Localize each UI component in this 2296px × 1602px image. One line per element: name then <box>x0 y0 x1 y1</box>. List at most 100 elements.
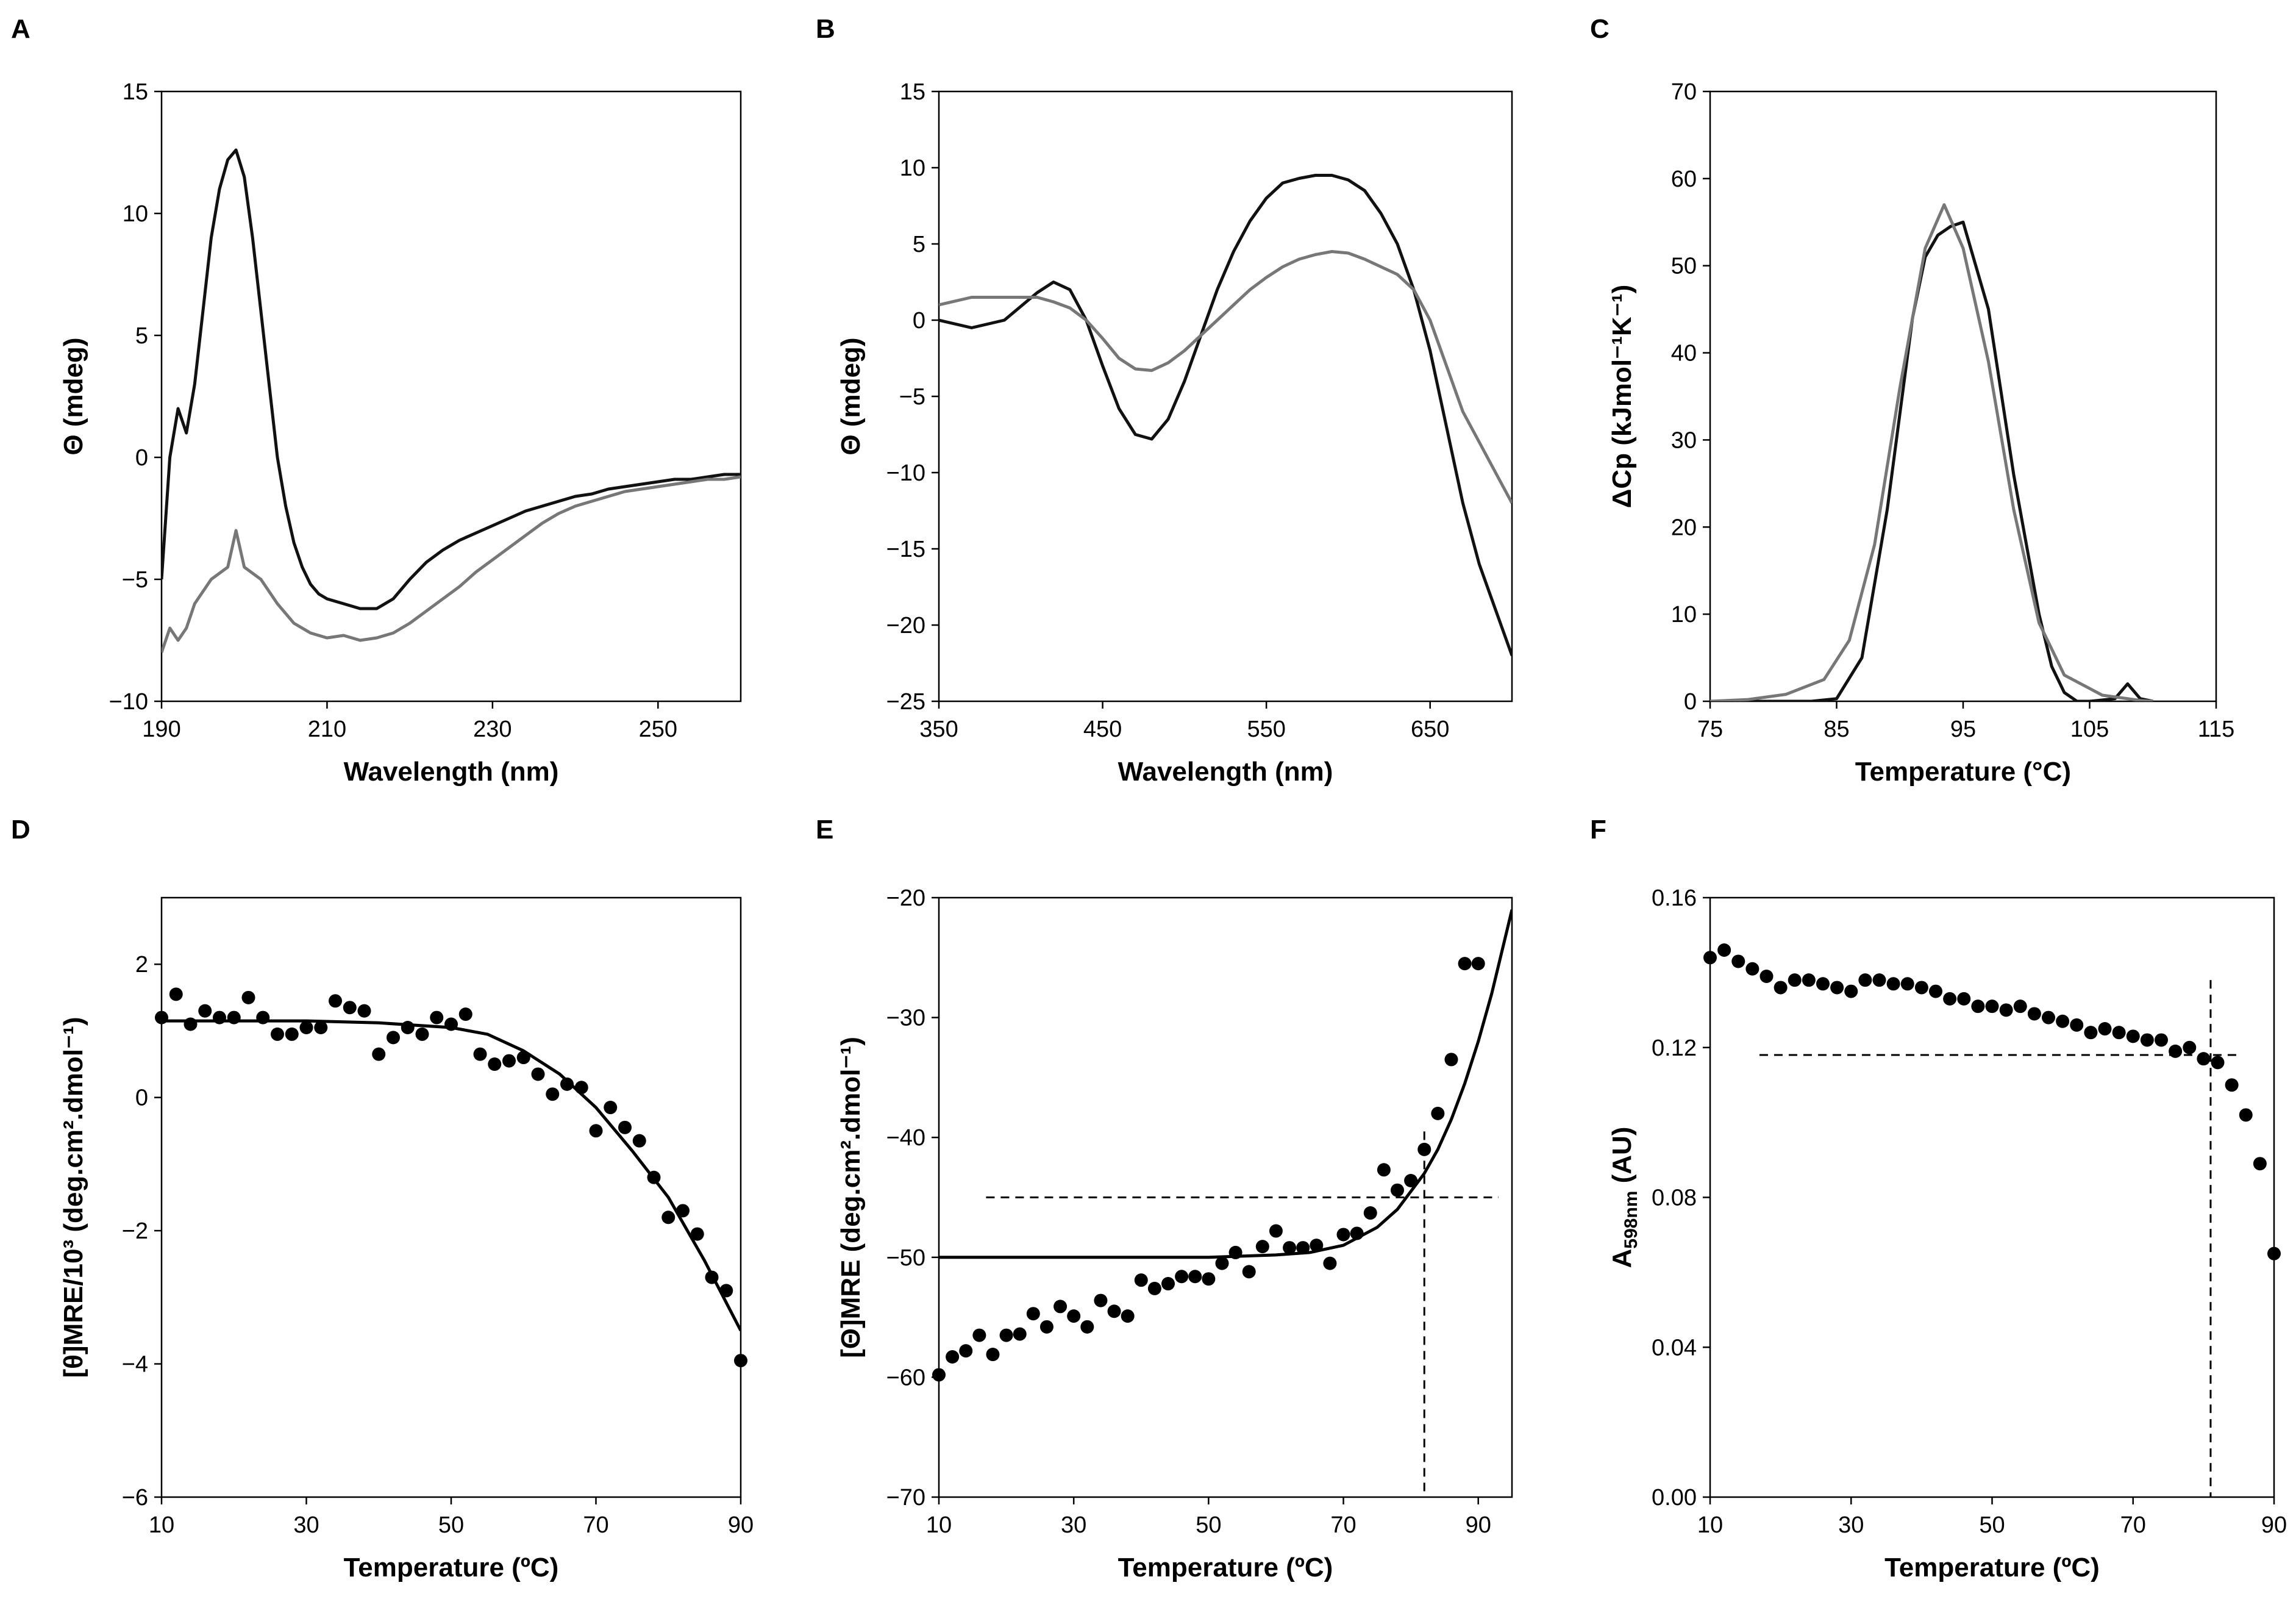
data-point <box>1872 973 1886 987</box>
y-tick-label: 10 <box>1671 602 1697 628</box>
data-point <box>1296 1241 1310 1255</box>
plot-frame <box>160 90 742 703</box>
panel-letter-f: F <box>1590 815 1606 845</box>
x-tick-label: 75 <box>1697 717 1723 742</box>
data-point <box>155 1010 168 1024</box>
data-point <box>1404 1173 1418 1187</box>
data-point <box>1363 1206 1377 1220</box>
plot-frame <box>1709 896 2275 1498</box>
plot-frame <box>938 896 1513 1498</box>
data-point <box>2155 1033 2168 1047</box>
data-point <box>2169 1044 2183 1058</box>
data-point <box>285 1027 299 1041</box>
x-tick-label: 95 <box>1950 717 1976 742</box>
data-point <box>932 1368 946 1382</box>
x-tick-label: 50 <box>1979 1512 2005 1538</box>
data-point <box>1350 1226 1364 1240</box>
data-point <box>1886 977 1900 991</box>
y-tick-label: −10 <box>109 689 148 715</box>
panel-letter-b: B <box>816 14 835 44</box>
y-axis-title-main: A <box>1607 1249 1637 1268</box>
y-axis-title-sub: 598nm <box>1621 1191 1641 1249</box>
data-point <box>1161 1277 1175 1291</box>
y-tick-label: −5 <box>899 384 925 410</box>
data-point <box>1816 977 1830 991</box>
series-line <box>162 148 741 610</box>
y-tick-label: −2 <box>122 1218 148 1244</box>
y-tick-label: 0 <box>135 445 148 471</box>
data-point <box>2126 1029 2140 1043</box>
y-tick-label: 0 <box>135 1085 148 1111</box>
data-point <box>299 1020 313 1034</box>
y-tick-label: −20 <box>886 885 925 911</box>
data-point <box>1900 977 1914 991</box>
data-point <box>1039 1320 1054 1334</box>
y-tick-label: −40 <box>886 1125 925 1151</box>
x-tick-label: 90 <box>1466 1512 1491 1538</box>
data-point <box>198 1004 212 1018</box>
data-point <box>632 1134 646 1148</box>
data-point <box>574 1081 588 1095</box>
data-point <box>546 1087 560 1101</box>
x-tick-label: 70 <box>583 1512 608 1538</box>
data-point <box>1858 973 1872 987</box>
plot-frame <box>938 90 1513 703</box>
y-tick-label: 10 <box>900 156 925 181</box>
data-point <box>661 1210 676 1225</box>
data-point <box>972 1328 986 1342</box>
data-point <box>227 1010 241 1024</box>
data-point <box>1431 1106 1445 1120</box>
data-point <box>1255 1240 1269 1254</box>
y-tick-label: −50 <box>886 1245 925 1271</box>
x-tick-label: 190 <box>142 717 180 742</box>
x-tick-label: 10 <box>926 1512 952 1538</box>
x-tick-label: 115 <box>2198 717 2235 742</box>
data-point <box>502 1054 516 1068</box>
data-point <box>1471 957 1485 971</box>
y-axis-title: Θ (mdeg) <box>836 337 866 455</box>
data-point <box>473 1047 487 1061</box>
data-point <box>458 1007 472 1021</box>
data-point <box>488 1057 502 1071</box>
plot-frame <box>1709 90 2217 703</box>
x-tick-label: 10 <box>149 1512 174 1538</box>
panel-letter-a: A <box>11 14 30 44</box>
y-tick-label: −6 <box>122 1485 148 1511</box>
chart-panel-f: 10 30 50 70 90 0.00 0.04 0.08 0.12 0.16 Temperatur… <box>1607 885 2287 1582</box>
data-point <box>2197 1052 2211 1066</box>
data-point <box>387 1031 400 1045</box>
data-point <box>1067 1309 1081 1323</box>
data-point <box>560 1077 574 1091</box>
data-point <box>1310 1239 1324 1253</box>
data-point <box>329 994 342 1008</box>
data-point <box>1121 1309 1135 1323</box>
chart-panel-d: 10 30 50 70 90 −6 −4 −2 0 2 Temperature (ºC) [θ]MRE… <box>59 896 754 1582</box>
data-point <box>1971 999 1985 1014</box>
data-point <box>1107 1304 1121 1318</box>
data-point <box>1013 1327 1027 1341</box>
data-point <box>1377 1163 1391 1177</box>
y-tick-label: 15 <box>900 79 925 105</box>
y-tick-label: 0 <box>1684 689 1697 715</box>
data-point <box>1914 981 1928 995</box>
data-point <box>1943 992 1957 1006</box>
data-point <box>1026 1307 1040 1321</box>
data-point <box>2140 1033 2154 1047</box>
data-point <box>169 987 183 1001</box>
x-tick-label: 85 <box>1824 717 1849 742</box>
plot-area <box>1759 980 2239 1497</box>
chart-panel-c: 75 85 95 105 115 0 10 20 30 40 50 60 70 Temperature (… <box>1607 79 2234 787</box>
data-point <box>430 1010 444 1024</box>
data-point <box>2056 1014 2070 1028</box>
data-point <box>213 1010 226 1024</box>
data-point <box>1054 1300 1068 1314</box>
y-axis-title: [Θ]MRE (deg.cm².dmol⁻¹) <box>836 1037 866 1358</box>
data-point <box>2042 1010 2055 1024</box>
data-point <box>1745 962 1759 976</box>
x-axis-title: Temperature (°C) <box>1855 757 2071 787</box>
y-tick-label: 0.00 <box>1652 1485 1697 1511</box>
data-point <box>2098 1022 2112 1036</box>
panel-letter-c: C <box>1590 14 1610 44</box>
x-tick-label: 90 <box>728 1512 754 1538</box>
panel-letter-e: E <box>816 815 833 845</box>
